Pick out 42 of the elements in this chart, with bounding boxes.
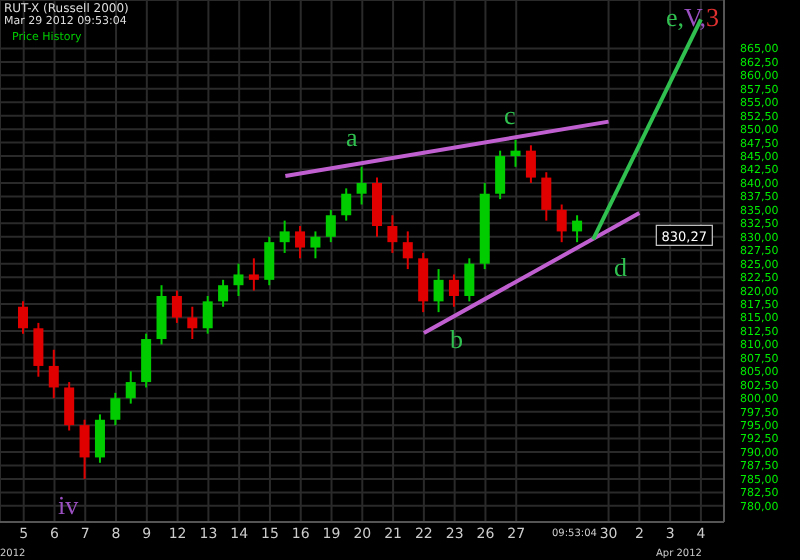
annotation: e,V,3 [666, 2, 719, 32]
candlestick [433, 268, 444, 314]
candlestick [341, 187, 352, 222]
annotation: iv [58, 490, 79, 520]
candlestick [125, 370, 136, 405]
candlestick [402, 230, 413, 271]
candlestick [295, 225, 306, 260]
candlestick [372, 176, 382, 238]
candlestick [572, 214, 583, 244]
candlestick [141, 332, 152, 389]
candlestick [448, 273, 459, 308]
candlestick [18, 300, 28, 335]
candlestick [510, 138, 521, 168]
candlestick [171, 289, 182, 324]
candlestick [418, 251, 429, 314]
candlestick [325, 208, 336, 244]
candlestick [464, 257, 475, 303]
candlestick [264, 235, 275, 287]
annotation: c [504, 100, 516, 130]
candlestick [310, 230, 321, 260]
candlestick [79, 418, 90, 480]
candlestick [279, 219, 290, 254]
annotation: b [450, 324, 463, 354]
candlestick [495, 149, 506, 201]
candlestick [187, 305, 198, 341]
candlestick [541, 171, 552, 222]
candlestick [94, 413, 105, 464]
annotation: d [614, 252, 627, 282]
candlestick [110, 391, 121, 427]
candlestick [387, 214, 398, 254]
candlestick [202, 294, 213, 335]
candlestick [248, 257, 259, 292]
candlestick [525, 144, 536, 184]
candlestick [233, 262, 244, 297]
candlestick [64, 381, 75, 432]
candlestick [218, 278, 229, 308]
candlestick [156, 284, 167, 346]
candlestick [48, 348, 59, 400]
annotation: a [346, 122, 358, 152]
candlestick [556, 203, 567, 244]
candlestick [356, 165, 367, 206]
candlestick [33, 321, 44, 378]
